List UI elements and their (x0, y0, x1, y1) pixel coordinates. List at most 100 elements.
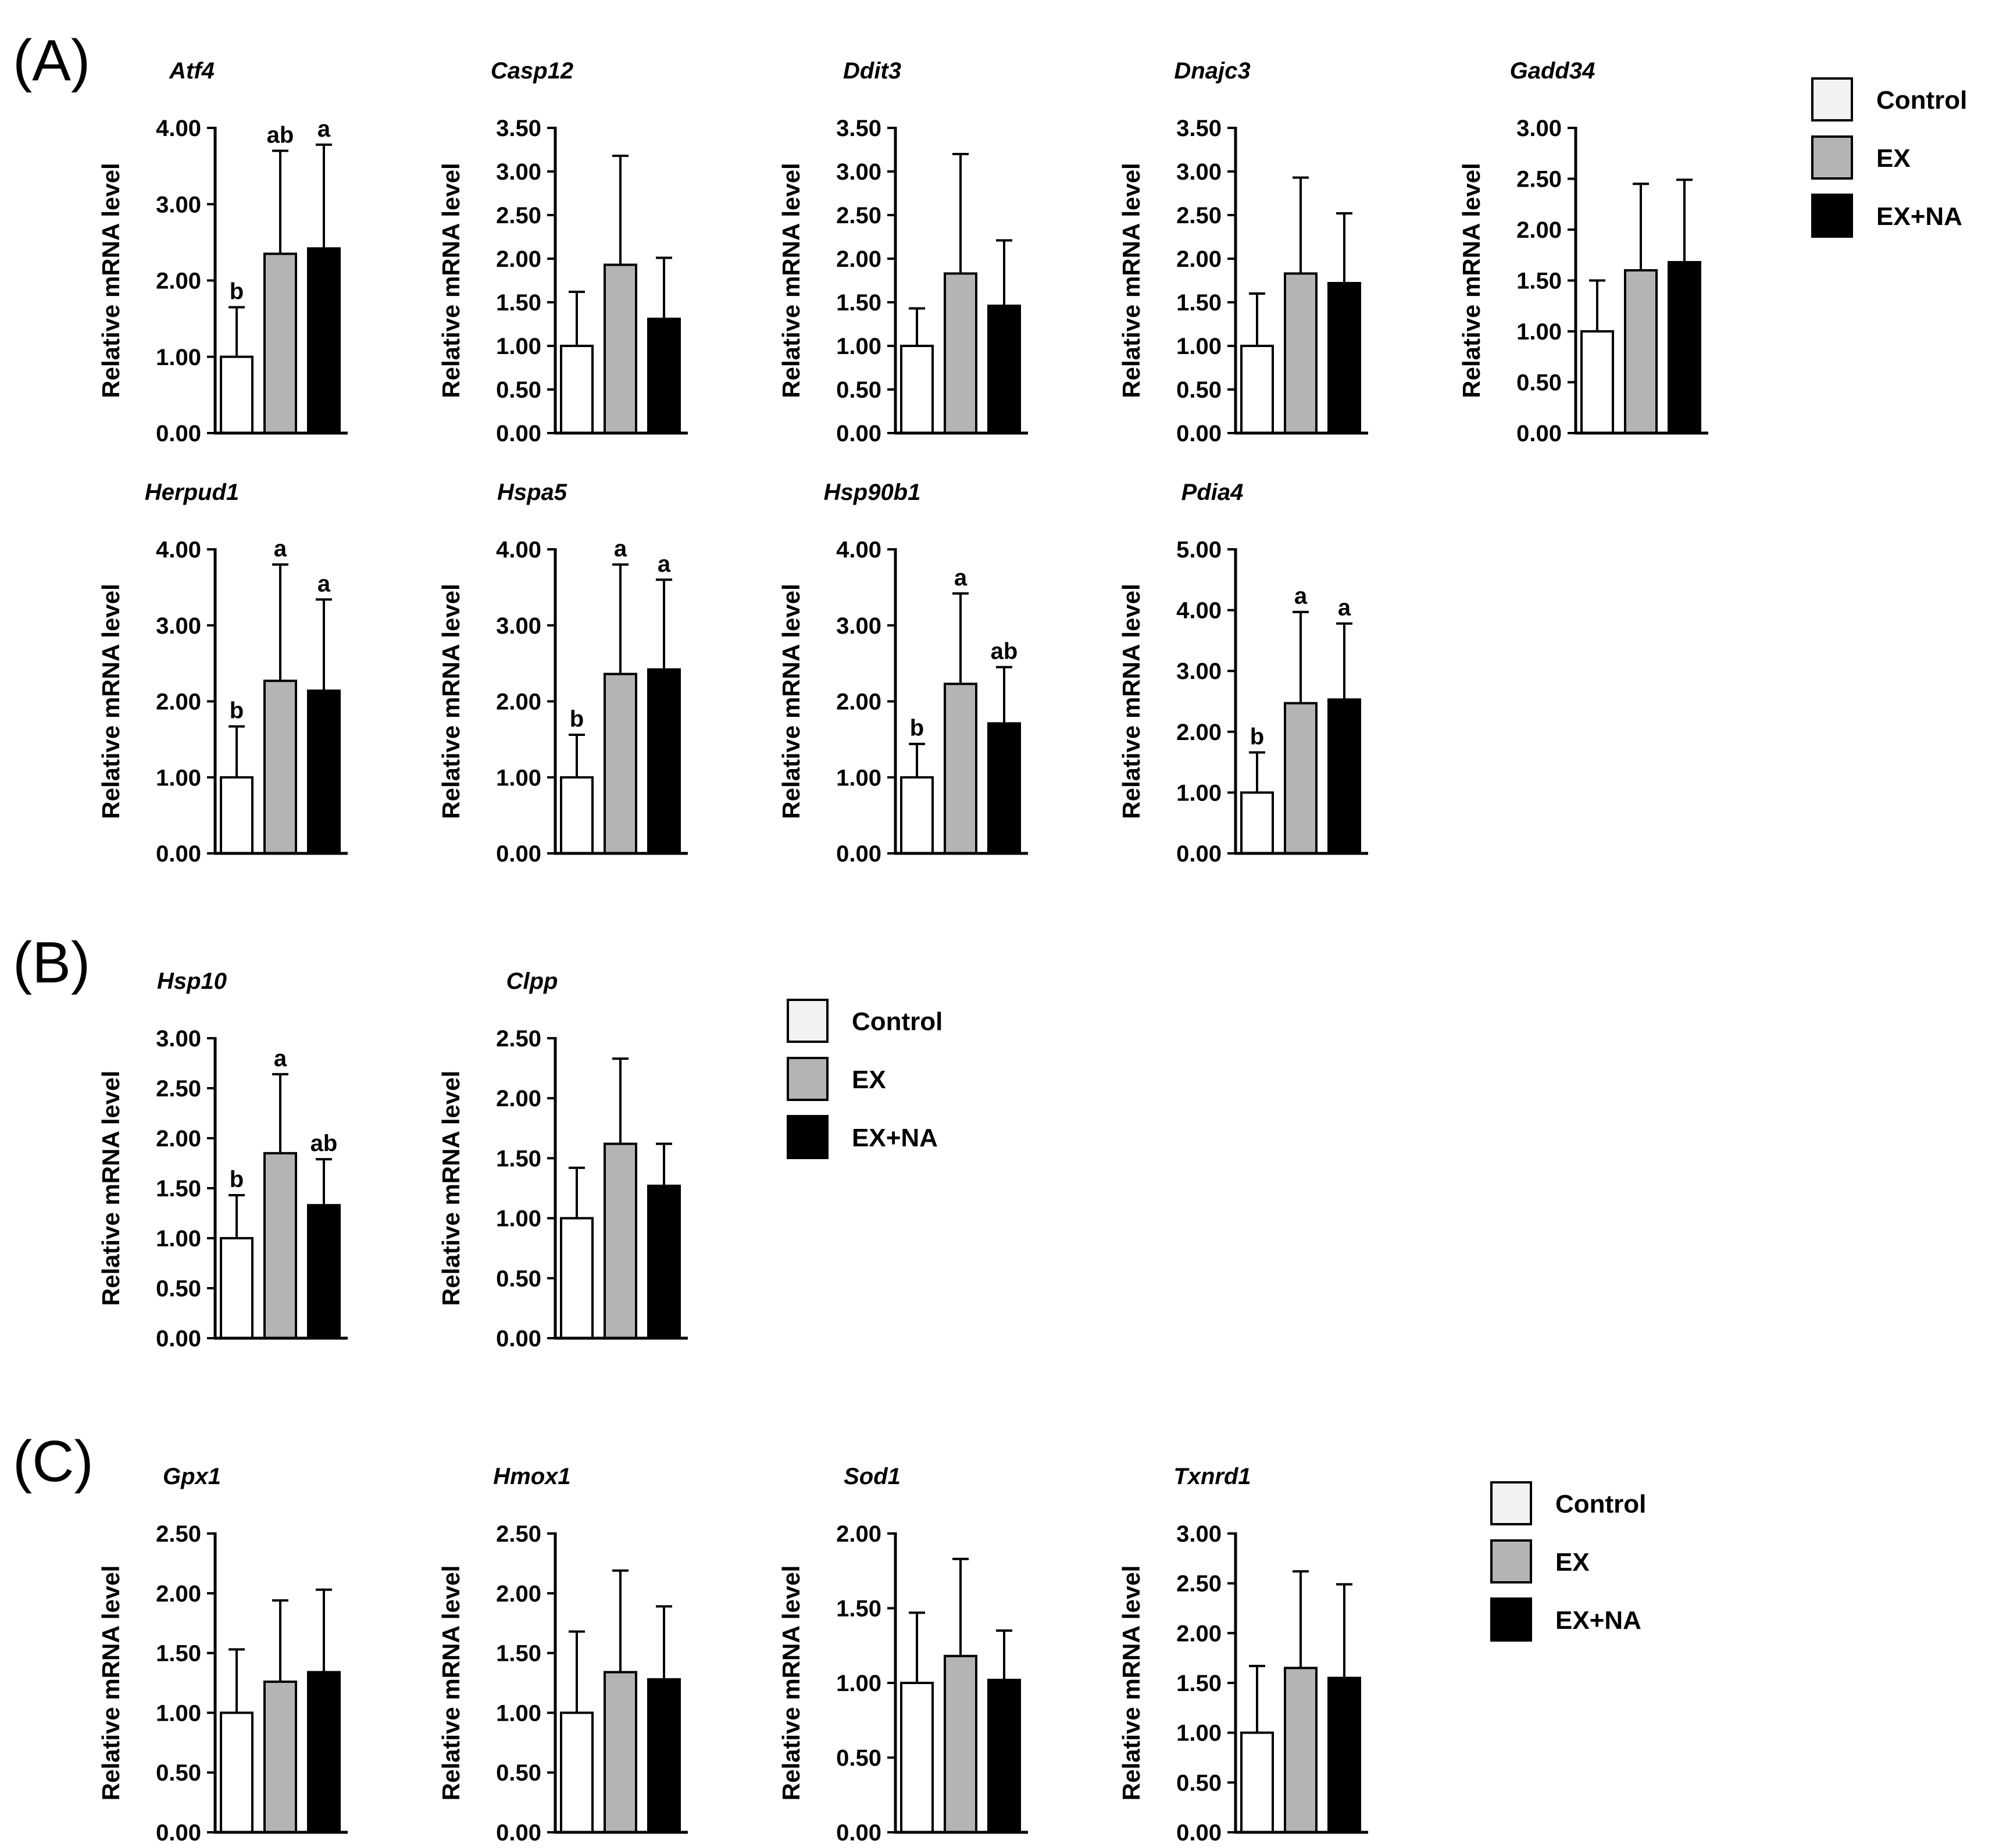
y-tick-label: 3.00 (496, 613, 541, 639)
y-tick-label: 1.00 (496, 1700, 541, 1726)
bar-control (560, 1711, 594, 1833)
y-tick-label: 3.50 (836, 116, 881, 141)
legend-label-control: Control (852, 1007, 943, 1036)
y-tick-label: 1.00 (836, 334, 881, 359)
bar-control (900, 1682, 934, 1833)
legend-label-ex: EX (1876, 144, 1911, 173)
significance-label: a (317, 571, 331, 596)
y-tick-label: 0.00 (156, 1820, 201, 1846)
legend-swatch-control (1811, 77, 1853, 121)
chart-gadd34: Gadd34 Relative mRNA level 0.00 0.50 1.00 1.5… (1458, 58, 1708, 446)
chart-hmox1: Hmox1 Relative mRNA level 0.00 0.50 1.00 1.50… (437, 1464, 688, 1846)
y-axis-label: Relative mRNA level (1118, 163, 1145, 398)
bar-ex (263, 1152, 297, 1340)
y-tick-label: 2.00 (496, 1086, 541, 1111)
chart-hspa5: Hspa5 Relative mRNA level b a a 0.00 1.00 2.00 3… (437, 480, 688, 867)
bar-control (220, 1711, 254, 1833)
y-axis-label: Relative mRNA level (777, 584, 805, 819)
bar-ex-na (307, 689, 341, 855)
significance-label: a (1338, 595, 1351, 621)
y-tick-label: 2.00 (156, 1126, 201, 1152)
y-tick-label: 1.00 (1176, 1721, 1222, 1746)
y-tick-label: 0.50 (1176, 1770, 1222, 1796)
bar-ex-na (647, 1184, 681, 1339)
bar-control (1240, 345, 1274, 434)
chart-title: Herpud1 (145, 480, 239, 505)
significance-label: b (910, 716, 924, 741)
chart-title: Hspa5 (497, 480, 567, 505)
chart-hsp10: Hsp10 Relative mRNA level b a ab 0.00 0.50 1.00… (97, 968, 348, 1352)
chart-title: Gpx1 (163, 1464, 221, 1489)
y-tick-label: 1.50 (496, 290, 541, 316)
y-tick-label: 0.00 (156, 421, 201, 446)
y-tick-label: 3.00 (496, 159, 541, 185)
legend-label-control: Control (1555, 1490, 1646, 1518)
chart-title: Hsp10 (157, 968, 227, 994)
y-tick-label: 3.00 (836, 159, 881, 185)
y-tick-label: 0.00 (496, 421, 541, 446)
significance-label: a (274, 1046, 287, 1071)
y-tick-label: 2.00 (1176, 720, 1222, 745)
legend-label-ex: EX (1555, 1548, 1590, 1577)
y-tick-label: 0.00 (836, 421, 881, 446)
y-axis-label: Relative mRNA level (777, 1565, 805, 1801)
y-tick-label: 0.00 (496, 1820, 541, 1846)
y-tick-label: 2.50 (156, 1521, 201, 1547)
legend-swatch-ex (787, 1057, 829, 1101)
y-tick-label: 1.50 (836, 1596, 881, 1622)
y-axis-label: Relative mRNA level (437, 1565, 465, 1801)
y-tick-label: 1.00 (836, 765, 881, 791)
bar-ex-na (307, 1204, 341, 1339)
legend-b: Control EX EX+NA (787, 999, 943, 1159)
chart-hsp90b1: Hsp90b1 Relative mRNA level b a ab 0.00 1.00 2.… (777, 480, 1028, 867)
y-tick-label: 2.50 (156, 1076, 201, 1102)
bar-ex (1284, 272, 1318, 434)
y-axis-label: Relative mRNA level (777, 163, 805, 398)
y-tick-label: 1.00 (496, 1206, 541, 1232)
y-tick-label: 0.00 (496, 841, 541, 867)
y-tick-label: 2.50 (1516, 167, 1562, 192)
y-tick-label: 3.00 (1176, 1521, 1222, 1547)
y-axis-label: Relative mRNA level (97, 1565, 124, 1801)
legend-swatch-control (1490, 1481, 1532, 1525)
chart-clpp: Clpp Relative mRNA level 0.00 0.50 1.00 1.50 2… (437, 968, 688, 1352)
y-tick-label: 1.00 (496, 765, 541, 791)
y-tick-label: 1.50 (836, 290, 881, 316)
bar-control (220, 1237, 254, 1339)
bar-control (220, 776, 254, 855)
significance-label: b (230, 278, 244, 304)
bar-ex-na (647, 1678, 681, 1834)
y-tick-label: 0.00 (496, 1326, 541, 1352)
legend-swatch-control (787, 999, 829, 1043)
chart-casp12: Casp12 Relative mRNA level 0.00 0.50 1.00 1.5… (437, 58, 688, 446)
y-tick-label: 3.00 (836, 613, 881, 639)
panel-label-b: (B) (13, 930, 90, 995)
y-axis-label: Relative mRNA level (97, 584, 124, 819)
y-tick-label: 1.50 (1516, 269, 1562, 294)
chart-herpud1: Herpud1 Relative mRNA level b a a 0.00 1.00 2.0… (97, 480, 348, 867)
bar-control (560, 1217, 594, 1340)
y-tick-label: 3.00 (1516, 116, 1562, 141)
significance-label: b (1250, 724, 1264, 749)
y-tick-label: 2.00 (1176, 246, 1222, 272)
y-axis-label: Relative mRNA level (1458, 163, 1485, 398)
y-tick-label: 2.00 (496, 689, 541, 715)
y-tick-label: 0.50 (836, 1746, 881, 1771)
legend-swatch-ex-na (787, 1115, 829, 1159)
significance-label: a (317, 116, 331, 142)
legend-swatch-ex (1811, 135, 1853, 180)
legend-swatch-ex-na (1811, 194, 1853, 238)
legend-label-ex-na: EX+NA (1555, 1606, 1641, 1635)
y-tick-label: 1.00 (156, 765, 201, 791)
y-tick-label: 1.00 (156, 1226, 201, 1252)
chart-title: Gadd34 (1510, 58, 1595, 84)
chart-title: Clpp (506, 968, 558, 994)
y-tick-label: 5.00 (1176, 537, 1222, 563)
significance-label: a (1294, 584, 1308, 609)
y-tick-label: 2.50 (496, 203, 541, 228)
y-tick-label: 2.00 (496, 1581, 541, 1607)
panel-label-c: (C) (13, 1429, 94, 1494)
y-tick-label: 1.00 (156, 345, 201, 370)
chart-pdia4: Pdia4 Relative mRNA level b a a 0.00 1.00 2.00 3… (1118, 480, 1368, 867)
